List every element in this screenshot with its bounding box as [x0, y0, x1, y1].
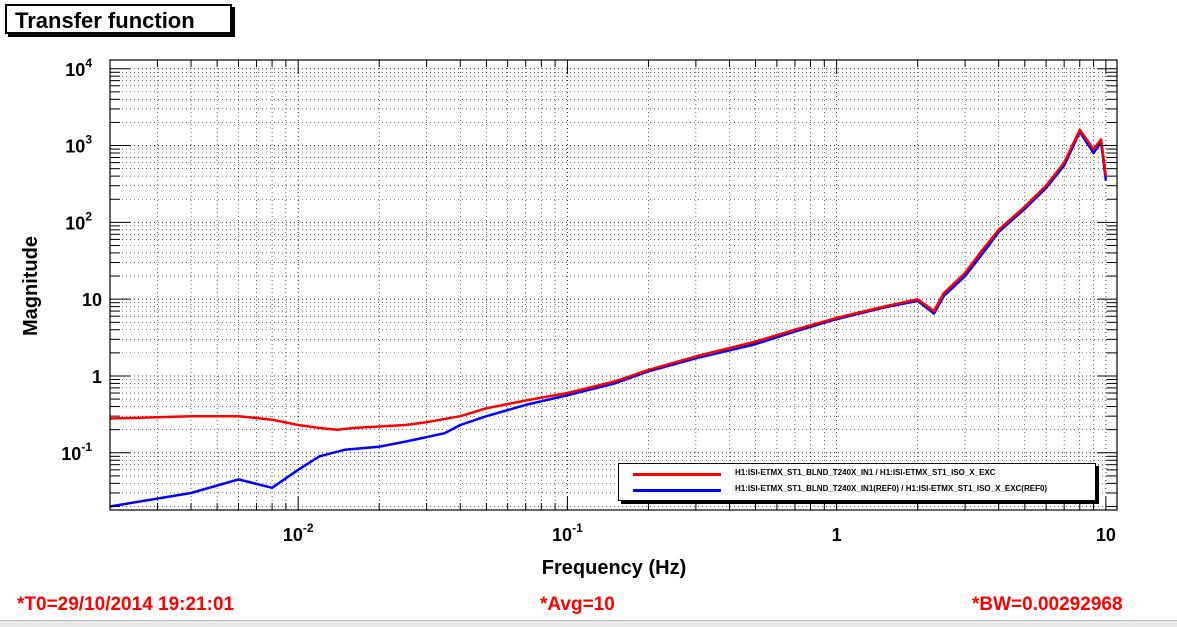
legend-swatch-red [633, 473, 721, 476]
x-axis-title: Frequency (Hz) [542, 557, 686, 579]
y-tick-label: 103 [65, 133, 92, 157]
grid [109, 60, 1117, 510]
footer-bw: *BW=0.00292968 [972, 594, 1123, 615]
plot-frame [109, 59, 1118, 511]
series-line-1 [109, 128, 1108, 431]
footer-avg: *Avg=10 [540, 594, 615, 615]
x-tick-label: 10-1 [552, 521, 583, 545]
y-axis-title: Magnitude [20, 236, 42, 336]
axis-ticks [109, 60, 1117, 510]
y-tick-label: 102 [65, 209, 92, 233]
x-tick-label: 10-2 [283, 521, 314, 545]
footer-t0: *T0=29/10/2014 19:21:01 [17, 594, 235, 615]
legend-item-series1: H1:ISI-ETMX_ST1_BLND_T240X_IN1 / H1:ISI-… [619, 466, 1095, 482]
series-layer [109, 128, 1108, 508]
legend-label-series1: H1:ISI-ETMX_ST1_BLND_T240X_IN1 / H1:ISI-… [735, 468, 996, 477]
legend-item-series2: H1:ISI-ETMX_ST1_BLND_T240X_IN1(REF0) / H… [619, 482, 1095, 498]
status-bar [0, 620, 1177, 627]
y-tick-label: 10 [82, 290, 102, 310]
tick-labels: 10-2 10-1 1 10 10-1 1 10 102 103 104 [61, 56, 1116, 545]
y-tick-label: 104 [65, 56, 92, 80]
x-tick-label: 10 [1096, 525, 1116, 545]
legend-label-series2: H1:ISI-ETMX_ST1_BLND_T240X_IN1(REF0) / H… [735, 484, 1048, 493]
chart-title: Transfer function [5, 4, 232, 34]
legend-swatch-blue [633, 489, 721, 492]
plot-border [109, 59, 1118, 511]
x-tick-label: 1 [832, 525, 842, 545]
y-tick-label: 1 [92, 367, 102, 387]
series-line-2 [109, 130, 1108, 508]
y-tick-label: 10-1 [61, 440, 92, 464]
legend: H1:ISI-ETMX_ST1_BLND_T240X_IN1 / H1:ISI-… [618, 463, 1096, 501]
